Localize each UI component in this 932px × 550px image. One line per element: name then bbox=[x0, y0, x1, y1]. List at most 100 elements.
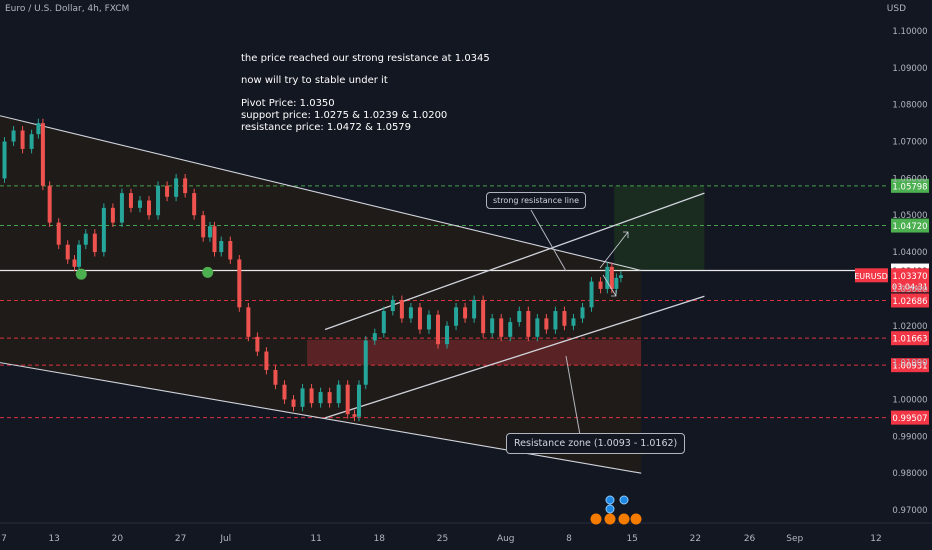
candle-body[interactable] bbox=[119, 193, 124, 223]
candle-body[interactable] bbox=[174, 178, 179, 197]
candle-body[interactable] bbox=[219, 241, 224, 253]
candle-body[interactable] bbox=[454, 307, 459, 326]
candle-body[interactable] bbox=[201, 215, 206, 238]
candle-body[interactable] bbox=[426, 314, 431, 330]
candle-body[interactable] bbox=[83, 233, 88, 245]
candle-body[interactable] bbox=[605, 266, 610, 289]
candle-body[interactable] bbox=[472, 299, 477, 319]
candle-body[interactable] bbox=[614, 277, 619, 289]
level-label-1: 1.04720 bbox=[892, 222, 927, 232]
symbol-header[interactable]: Euro / U.S. Dollar, 4h, FXCM bbox=[5, 4, 130, 14]
candle-body[interactable] bbox=[399, 299, 404, 319]
candle-body[interactable] bbox=[147, 200, 152, 216]
candle-body[interactable] bbox=[56, 222, 61, 245]
candle-body[interactable] bbox=[77, 244, 82, 267]
candle-body[interactable] bbox=[463, 307, 468, 319]
candle-body[interactable] bbox=[36, 123, 41, 135]
candle-body[interactable] bbox=[526, 311, 531, 337]
event-flag[interactable] bbox=[590, 513, 602, 525]
candle-body[interactable] bbox=[291, 399, 296, 407]
candle-body[interactable] bbox=[237, 259, 242, 308]
candle-body[interactable] bbox=[309, 388, 314, 404]
candle-body[interactable] bbox=[345, 384, 350, 415]
ascending-channel-bottom[interactable] bbox=[324, 295, 705, 419]
candle-body[interactable] bbox=[544, 318, 549, 330]
support-touch-1[interactable] bbox=[75, 268, 87, 280]
candle-body[interactable] bbox=[264, 351, 269, 370]
candle-body[interactable] bbox=[356, 384, 361, 417]
candle-body[interactable] bbox=[273, 369, 278, 385]
y-tick-label: 1.05000 bbox=[892, 211, 927, 221]
candle-body[interactable] bbox=[481, 299, 486, 334]
candle-body[interactable] bbox=[192, 193, 197, 216]
annotation-line-5[interactable]: resistance price: 1.0472 & 1.0579 bbox=[241, 122, 412, 133]
event-flag[interactable] bbox=[618, 513, 630, 525]
candle-body[interactable] bbox=[72, 259, 77, 267]
event-marker[interactable] bbox=[605, 495, 615, 505]
candle-body[interactable] bbox=[165, 185, 170, 197]
candle-body[interactable] bbox=[618, 275, 623, 278]
candle-body[interactable] bbox=[92, 233, 97, 253]
candle-body[interactable] bbox=[417, 307, 422, 330]
candle-body[interactable] bbox=[29, 134, 34, 149]
support-touch-2[interactable] bbox=[202, 266, 214, 278]
candle-body[interactable] bbox=[609, 266, 614, 289]
event-flag[interactable] bbox=[604, 513, 616, 525]
candle-body[interactable] bbox=[2, 141, 7, 179]
candle-body[interactable] bbox=[562, 311, 567, 326]
candle-body[interactable] bbox=[101, 207, 106, 253]
candle-body[interactable] bbox=[589, 281, 594, 308]
callout-strong-resistance-line[interactable]: strong resistance line bbox=[486, 192, 587, 209]
annotation-line-1[interactable]: the price reached our strong resistance … bbox=[241, 53, 490, 64]
candle-body[interactable] bbox=[408, 307, 413, 319]
candle-body[interactable] bbox=[246, 307, 251, 337]
candle-body[interactable] bbox=[47, 185, 52, 223]
candle-body[interactable] bbox=[228, 241, 233, 260]
candle-body[interactable] bbox=[336, 384, 341, 404]
annotation-line-4[interactable]: support price: 1.0275 & 1.0239 & 1.0200 bbox=[241, 110, 448, 121]
candle-body[interactable] bbox=[508, 322, 513, 337]
candle-body[interactable] bbox=[363, 340, 368, 385]
candle-body[interactable] bbox=[490, 318, 495, 334]
candle-body[interactable] bbox=[207, 226, 212, 238]
candle-body[interactable] bbox=[352, 414, 357, 417]
resistance-zone[interactable] bbox=[307, 339, 642, 366]
candle-body[interactable] bbox=[445, 325, 450, 345]
candle-body[interactable] bbox=[255, 336, 260, 352]
ascending-channel-top[interactable] bbox=[324, 192, 705, 331]
candle-body[interactable] bbox=[183, 178, 188, 194]
candle-body[interactable] bbox=[580, 307, 585, 319]
descending-channel-top[interactable] bbox=[0, 115, 642, 272]
candle-body[interactable] bbox=[282, 384, 287, 400]
candle-body[interactable] bbox=[156, 185, 161, 216]
candle-body[interactable] bbox=[110, 207, 115, 223]
candle-body[interactable] bbox=[212, 226, 217, 253]
candle-body[interactable] bbox=[40, 123, 45, 186]
candle-body[interactable] bbox=[318, 392, 323, 404]
callout-resistance-zone[interactable]: Resistance zone (1.0093 - 1.0162) bbox=[506, 433, 686, 454]
candle-body[interactable] bbox=[381, 311, 386, 334]
candle-body[interactable] bbox=[128, 193, 133, 208]
candle-body[interactable] bbox=[137, 200, 142, 208]
candle-body[interactable] bbox=[300, 388, 305, 407]
candle-body[interactable] bbox=[372, 333, 377, 341]
candle-body[interactable] bbox=[436, 314, 440, 345]
candle-body[interactable] bbox=[499, 318, 504, 337]
candle-body[interactable] bbox=[571, 318, 576, 326]
descending-channel-bottom[interactable] bbox=[0, 362, 642, 474]
candle-body[interactable] bbox=[390, 299, 395, 312]
event-marker[interactable] bbox=[619, 495, 629, 505]
candle-body[interactable] bbox=[20, 130, 25, 149]
candle-body[interactable] bbox=[598, 281, 603, 289]
event-flag[interactable] bbox=[630, 513, 642, 525]
event-marker[interactable] bbox=[605, 504, 615, 514]
annotation-line-2[interactable]: now will try to stable under it bbox=[241, 75, 388, 86]
candle-body[interactable] bbox=[327, 392, 332, 404]
candle-body[interactable] bbox=[535, 318, 540, 337]
annotation-line-3[interactable]: Pivot Price: 1.0350 bbox=[241, 98, 335, 109]
candle-body[interactable] bbox=[553, 311, 558, 330]
candle-body[interactable] bbox=[11, 130, 16, 142]
candle-body[interactable] bbox=[65, 244, 70, 260]
candle-body[interactable] bbox=[517, 311, 522, 323]
